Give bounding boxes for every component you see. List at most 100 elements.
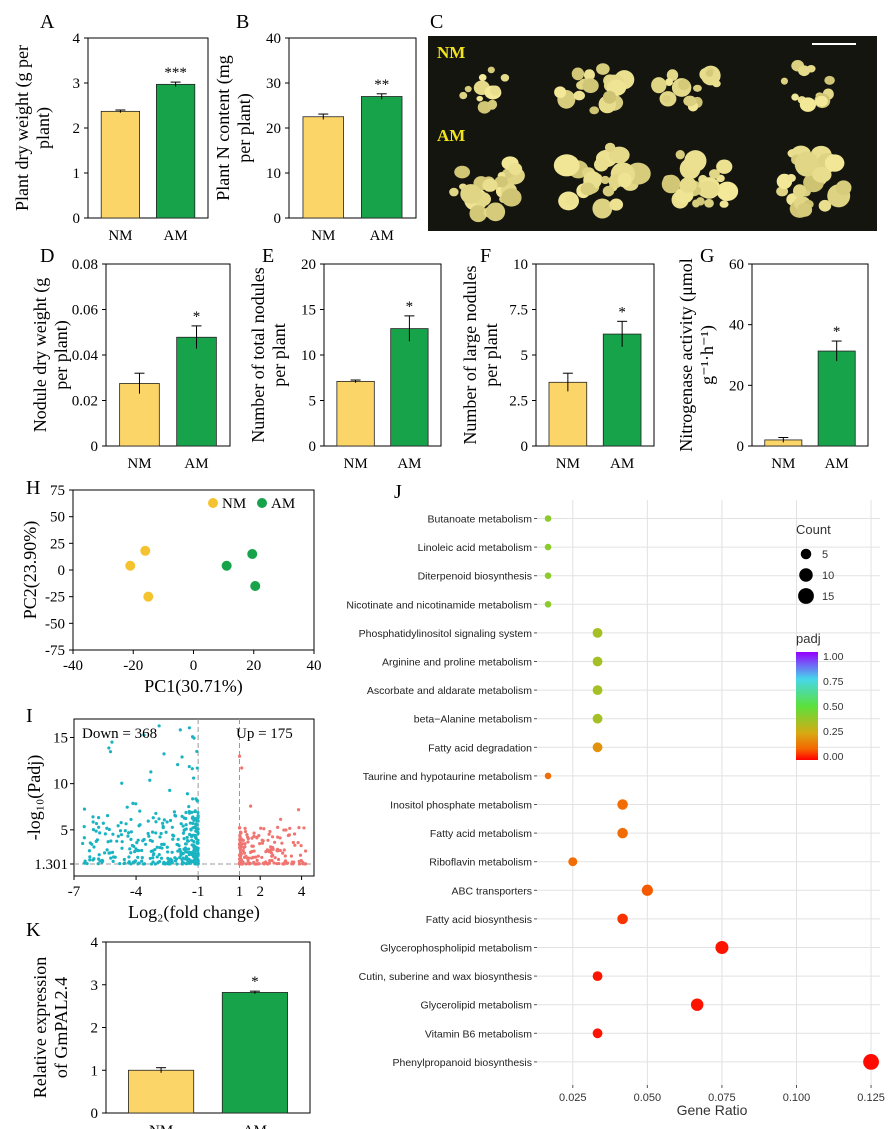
y-tick-label: -25 xyxy=(45,590,65,606)
point-up xyxy=(250,836,254,840)
point-up xyxy=(238,842,243,846)
y-tick-label: 0.04 xyxy=(72,348,99,364)
point-down xyxy=(159,831,163,836)
point-down xyxy=(187,850,191,855)
nodule xyxy=(716,181,739,202)
point-down xyxy=(170,860,174,865)
x-axis-label: PC1(30.71%) xyxy=(144,676,243,697)
point-up xyxy=(283,860,287,864)
nodule xyxy=(786,174,796,183)
point-down xyxy=(129,837,133,841)
point-up xyxy=(297,862,302,866)
nodule xyxy=(679,177,697,193)
y-tick-label: 5 xyxy=(521,348,529,364)
x-tick-label: NM xyxy=(149,1123,173,1129)
legend-marker xyxy=(208,498,218,508)
point-down xyxy=(196,810,200,815)
point-down xyxy=(191,821,195,826)
point-down xyxy=(155,845,159,849)
point-up xyxy=(243,842,247,846)
point-down xyxy=(162,752,166,756)
point-up xyxy=(296,808,301,812)
nodule xyxy=(719,200,729,208)
x-tick-label: NM xyxy=(311,228,335,244)
point-down xyxy=(185,835,189,839)
point-down xyxy=(82,807,87,811)
point-down xyxy=(190,816,194,820)
point-down xyxy=(98,831,102,835)
x-tick-label: AM xyxy=(243,1123,267,1129)
point-down xyxy=(133,860,137,864)
point-up xyxy=(273,856,277,860)
point-down xyxy=(120,846,124,850)
point-down xyxy=(94,821,99,826)
point-up xyxy=(272,861,276,865)
nodule xyxy=(490,85,501,96)
point-down xyxy=(126,861,131,865)
y-tick-label: 2 xyxy=(91,1021,99,1037)
nodule xyxy=(571,67,585,81)
point-down xyxy=(91,828,96,832)
point-down xyxy=(181,856,185,860)
point-down xyxy=(172,810,177,814)
y-tick-label: 40 xyxy=(266,31,281,47)
nodule xyxy=(583,69,595,81)
nodule xyxy=(792,184,807,198)
y-tick-label: 10 xyxy=(513,257,528,273)
x-tick-label: -7 xyxy=(68,884,81,900)
point-down xyxy=(160,842,164,846)
y-tick-label: 4 xyxy=(91,935,99,951)
point-up xyxy=(283,854,287,858)
point-down xyxy=(109,856,113,860)
nodule xyxy=(666,69,679,81)
y-tick-label: 0 xyxy=(73,211,81,227)
point-down xyxy=(154,820,158,824)
point-down xyxy=(184,810,188,815)
bar-am xyxy=(221,992,288,1114)
point-down xyxy=(185,861,190,865)
bubble xyxy=(544,600,552,608)
point-up xyxy=(238,835,242,839)
y-tick-label: 60 xyxy=(729,257,744,273)
point-am xyxy=(221,560,232,571)
point-down xyxy=(187,857,191,862)
nodule xyxy=(692,199,700,208)
point-down xyxy=(124,822,128,826)
panel-e: E 0 5 10 15 20 NM AM * Number of total nodules per… xyxy=(248,245,442,472)
point-up xyxy=(238,862,242,866)
point-down xyxy=(168,818,173,823)
y-axis-label: per plant xyxy=(481,323,501,386)
plot-background xyxy=(537,500,880,1085)
point-down xyxy=(142,733,146,737)
point-down xyxy=(186,839,190,843)
x-tick-label: 0.025 xyxy=(559,1092,587,1104)
y-tick-label: 10 xyxy=(301,348,316,364)
nodule xyxy=(589,106,599,115)
x-tick-label: NM xyxy=(127,456,151,472)
y-tick-label: 4 xyxy=(73,31,81,47)
point-up xyxy=(279,817,283,821)
point-down xyxy=(88,855,92,859)
nodule xyxy=(824,154,845,172)
pathway-label: Taurine and hypotaurine metabolism xyxy=(363,771,533,783)
nodule xyxy=(705,69,714,77)
point-down xyxy=(175,862,179,866)
bubble xyxy=(592,1028,603,1039)
point-up xyxy=(273,840,277,844)
point-up xyxy=(241,848,245,853)
point-down xyxy=(157,817,161,821)
point-up xyxy=(245,833,249,837)
point-up xyxy=(282,848,286,852)
nodule xyxy=(487,66,495,74)
point-down xyxy=(166,856,170,860)
point-down xyxy=(190,843,194,847)
point-up xyxy=(243,826,247,830)
point-down xyxy=(195,823,199,827)
bubble xyxy=(544,515,552,522)
point-down xyxy=(195,840,200,844)
point-down xyxy=(141,839,145,843)
bubble xyxy=(592,627,603,638)
point-down xyxy=(85,861,89,866)
nodule xyxy=(709,169,720,179)
